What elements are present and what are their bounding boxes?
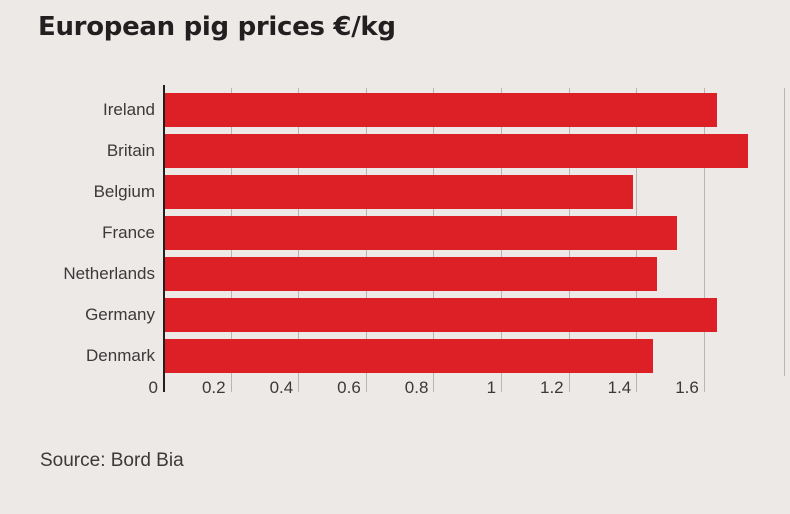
x-tick-label-1-4: 1.4 [607,378,632,397]
bar-row [163,133,785,168]
bar-row [163,174,785,209]
bar-row [163,92,785,127]
page-title: European pig prices €/kg [38,12,396,42]
y-axis-category-labels: Ireland Britain Belgium France Netherlands Ge… [0,88,155,376]
category-label-france: France [102,223,155,242]
category-label-ireland: Ireland [103,99,155,119]
x-tick-label-1-6: 1.6 [675,378,699,397]
bar-row [163,298,785,333]
x-tick-label-1: 1 [486,378,497,397]
bar-britain[interactable] [165,133,748,168]
plot-area [163,85,785,392]
bar-france[interactable] [165,216,677,250]
x-tick-label-1-2: 1.2 [540,378,564,397]
category-label-belgium: Belgium [93,181,155,201]
x-tick-label-0-4: 0.4 [269,378,294,397]
bar-belgium[interactable] [165,174,633,209]
bar-series [163,88,785,376]
category-label-britain: Britain [106,140,155,160]
bar-row [163,257,785,292]
x-tick-label-0-6: 0.6 [337,378,361,397]
category-label-netherlands: Netherlands [63,264,155,284]
bar-germany[interactable] [165,298,718,333]
bar-row [163,216,785,250]
category-label-germany: Germany [85,305,155,325]
x-tick-label-0-2: 0.2 [201,378,226,397]
bar-netherlands[interactable] [165,257,657,292]
bar-ireland[interactable] [165,92,718,127]
category-label-denmark: Denmark [86,346,155,366]
x-axis-tick-labels: 0 0.2 0.4 0.6 0.8 1 1.2 1.4 1.6 [0,378,790,404]
bar-row [163,339,785,374]
x-tick-label-0: 0 [148,378,158,397]
x-tick-label-0-8: 0.8 [404,378,429,397]
bar-denmark[interactable] [165,339,654,374]
source-note: Source: Bord Bia [40,450,184,471]
